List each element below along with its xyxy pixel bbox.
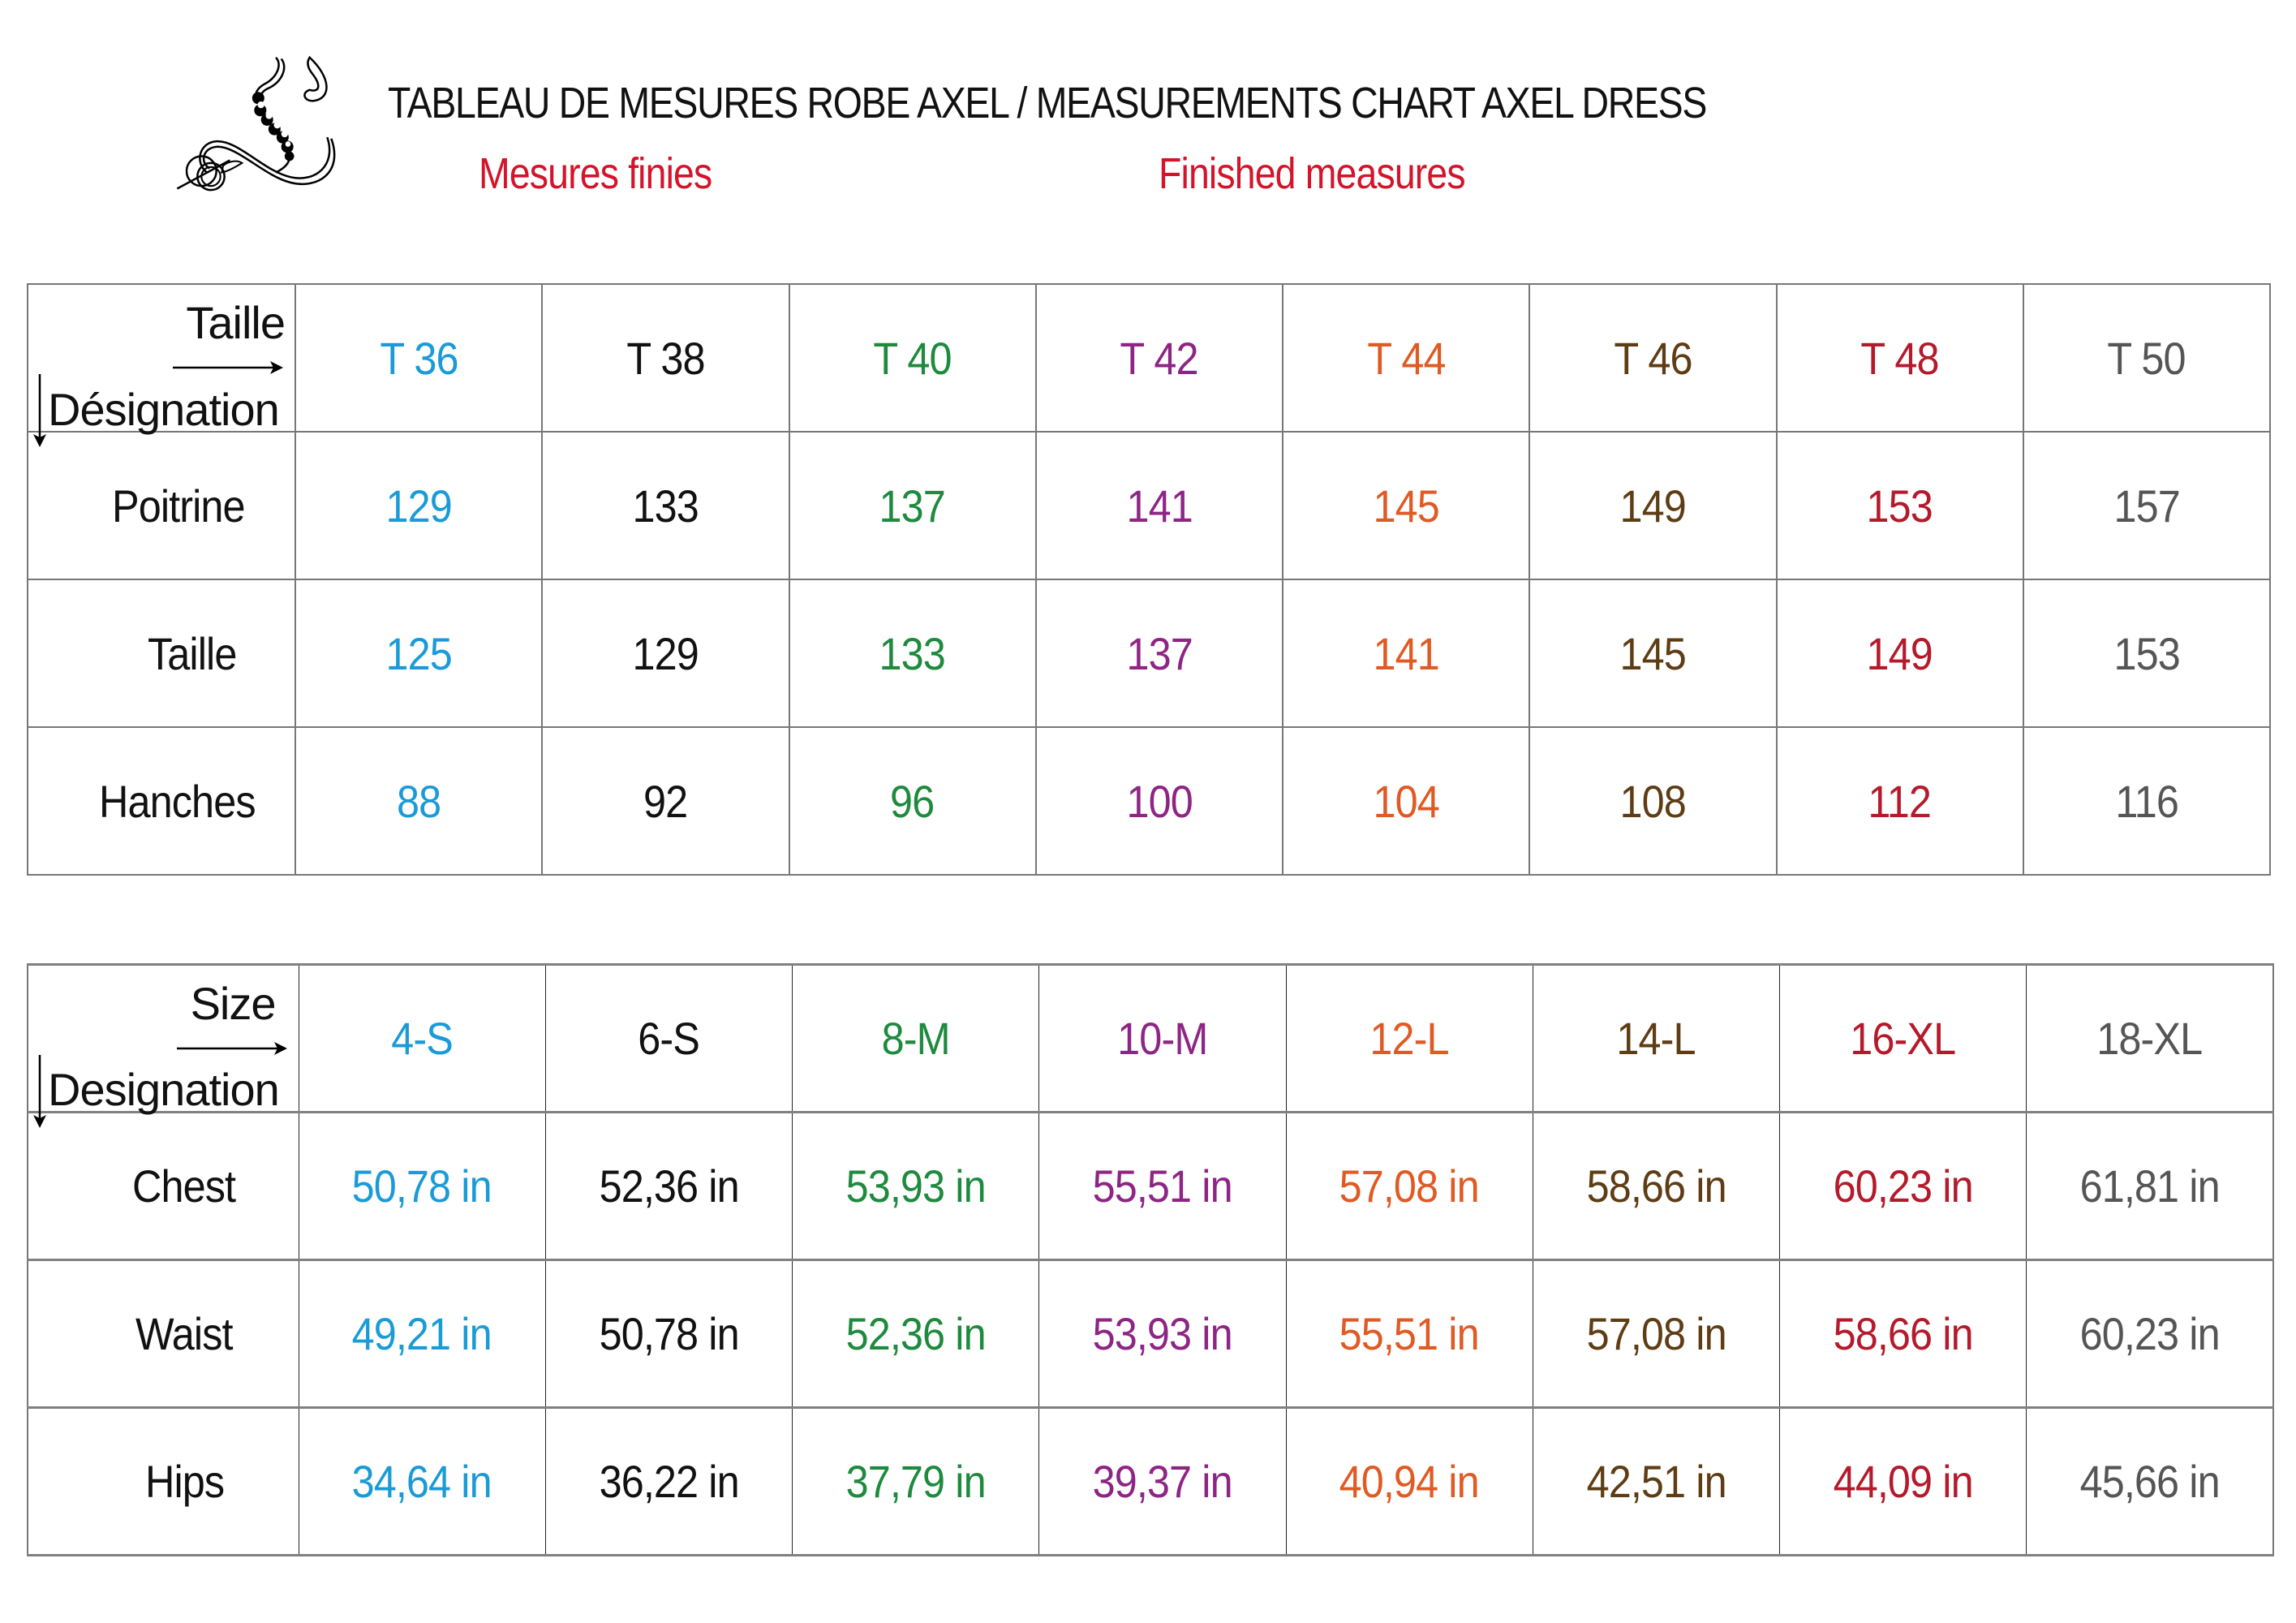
table-cell: 125 [294, 579, 544, 728]
size-header: T 46 [1529, 283, 1778, 433]
table-cell: 141 [1281, 579, 1531, 728]
size-header: 16-XL [1778, 963, 2027, 1113]
size-header: T 42 [1034, 283, 1284, 433]
table-cell: 108 [1529, 726, 1778, 876]
table-cell: 57,08 in [1285, 1111, 1533, 1261]
table-cell: 129 [541, 579, 790, 728]
table-cell: 141 [1034, 431, 1284, 580]
measurements-table-en: Size Designation 4-S 6-S 8-M 10-M 12-L 1… [27, 963, 2275, 1556]
table-cell: 52,36 in [791, 1259, 1040, 1409]
size-header: T 36 [294, 283, 544, 433]
row-label: Hips [27, 1406, 299, 1556]
table-cell: 39,37 in [1038, 1406, 1287, 1556]
corner-label-size: Size [190, 978, 277, 1029]
size-header: 4-S [298, 963, 546, 1113]
table-cell: 112 [1775, 726, 2024, 876]
table-cell: 137 [788, 431, 1037, 580]
size-header: 18-XL [2026, 963, 2275, 1113]
size-header: 8-M [791, 963, 1040, 1113]
table-row: Chest 50,78 in 52,36 in 53,93 in 55,51 i… [27, 1111, 2275, 1261]
table-header-row: Taille Désignation T 36 T 38 T 40 T 42 T… [27, 283, 2272, 447]
table-cell: 52,36 in [544, 1111, 793, 1261]
table-cell: 44,09 in [1778, 1406, 2027, 1556]
table-cell: 42,51 in [1532, 1406, 1781, 1556]
table-row: Waist 49,21 in 50,78 in 52,36 in 53,93 i… [27, 1259, 2275, 1409]
table-cell: 55,51 in [1038, 1111, 1287, 1261]
corner-label-designation: Désignation [48, 384, 280, 435]
corner-label-designation: Designation [48, 1064, 280, 1115]
row-label: Poitrine [27, 431, 296, 580]
table-header-row: Size Designation 4-S 6-S 8-M 10-M 12-L 1… [27, 963, 2275, 1128]
size-header: T 38 [541, 283, 790, 433]
subtitle-finished-measures-en: Finished measures [1159, 149, 1466, 198]
table-cell: 45,66 in [2026, 1406, 2275, 1556]
size-header: 14-L [1532, 963, 1781, 1113]
size-header: 10-M [1038, 963, 1287, 1113]
size-header: T 44 [1281, 283, 1531, 433]
table-row: Hips 34,64 in 36,22 in 37,79 in 39,37 in… [27, 1406, 2275, 1556]
sewing-needle-thread-icon [176, 55, 336, 192]
table-cell: 92 [541, 726, 790, 876]
table-cell: 58,66 in [1778, 1259, 2027, 1409]
size-header: 12-L [1285, 963, 1533, 1113]
table-cell: 104 [1281, 726, 1531, 876]
table-cell: 96 [788, 726, 1037, 876]
table-cell: 57,08 in [1532, 1259, 1781, 1409]
table-cell: 157 [2022, 431, 2272, 580]
table-cell: 36,22 in [544, 1406, 793, 1556]
table-cell: 37,79 in [791, 1406, 1040, 1556]
table-cell: 60,23 in [2026, 1259, 2275, 1409]
row-label: Taille [27, 579, 296, 728]
table-row: Hanches 88 92 96 100 104 108 112 116 [27, 726, 2272, 876]
table-cell: 61,81 in [2026, 1111, 2275, 1261]
table-cell: 34,64 in [298, 1406, 546, 1556]
size-header: T 40 [788, 283, 1037, 433]
row-label: Waist [27, 1259, 299, 1409]
table-cell: 50,78 in [544, 1259, 793, 1409]
arrow-down-icon [33, 1055, 46, 1128]
row-label: Chest [27, 1111, 299, 1261]
table-cell: 133 [541, 431, 790, 580]
corner-header-cell: Taille Désignation [27, 283, 296, 447]
table-row: Taille 125 129 133 137 141 145 149 153 [27, 579, 2272, 728]
row-label: Hanches [27, 726, 296, 876]
table-cell: 50,78 in [298, 1111, 546, 1261]
table-cell: 53,93 in [1038, 1259, 1287, 1409]
size-header: T 48 [1775, 283, 2024, 433]
table-cell: 153 [1775, 431, 2024, 580]
measurements-table-fr: Taille Désignation T 36 T 38 T 40 T 42 T… [27, 283, 2272, 876]
table-cell: 100 [1034, 726, 1284, 876]
table-cell: 60,23 in [1778, 1111, 2027, 1261]
table-cell: 153 [2022, 579, 2272, 728]
arrow-down-icon [33, 374, 46, 447]
arrow-right-icon [176, 1042, 287, 1055]
table-cell: 129 [294, 431, 544, 580]
table-cell: 49,21 in [298, 1259, 546, 1409]
table-cell: 145 [1529, 579, 1778, 728]
table-cell: 149 [1529, 431, 1778, 580]
size-header: T 50 [2022, 283, 2272, 433]
table-cell: 88 [294, 726, 544, 876]
corner-header-cell: Size Designation [27, 963, 299, 1128]
table-row: Poitrine 129 133 137 141 145 149 153 157 [27, 431, 2272, 580]
arrow-right-icon [173, 361, 283, 374]
table-cell: 145 [1281, 431, 1531, 580]
page-title: TABLEAU DE MESURES ROBE AXEL / MEASUREME… [388, 79, 1707, 127]
table-cell: 58,66 in [1532, 1111, 1781, 1261]
table-cell: 40,94 in [1285, 1406, 1533, 1556]
table-cell: 53,93 in [791, 1111, 1040, 1261]
table-cell: 149 [1775, 579, 2024, 728]
table-cell: 133 [788, 579, 1037, 728]
table-cell: 55,51 in [1285, 1259, 1533, 1409]
table-cell: 137 [1034, 579, 1284, 728]
subtitle-finished-measures-fr: Mesures finies [479, 149, 712, 198]
corner-label-size: Taille [186, 297, 286, 348]
size-header: 6-S [544, 963, 793, 1113]
table-cell: 116 [2022, 726, 2272, 876]
